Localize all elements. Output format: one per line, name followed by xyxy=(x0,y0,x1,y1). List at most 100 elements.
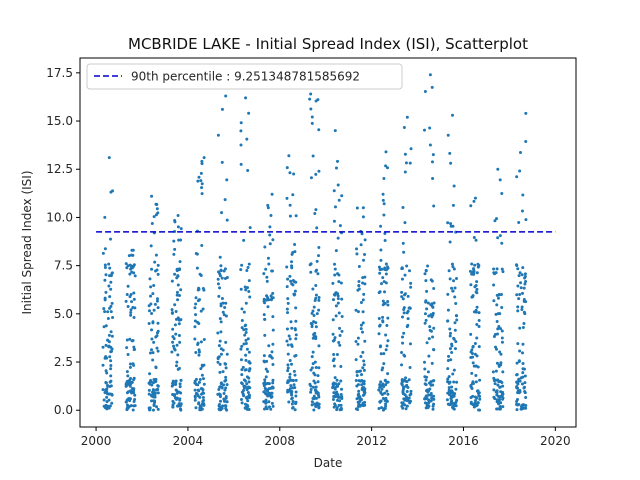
data-point xyxy=(172,337,176,341)
data-point xyxy=(125,403,129,407)
data-point xyxy=(247,369,251,373)
data-point xyxy=(451,265,455,269)
data-point xyxy=(270,391,274,395)
data-point xyxy=(294,280,298,284)
data-point xyxy=(498,312,502,316)
data-point xyxy=(172,239,176,243)
data-point xyxy=(384,348,388,352)
data-point xyxy=(128,378,132,382)
data-point xyxy=(516,267,520,271)
data-point xyxy=(379,384,383,388)
data-point xyxy=(404,376,408,380)
data-point xyxy=(518,271,522,275)
data-point xyxy=(381,319,385,323)
data-point xyxy=(265,275,269,279)
data-point xyxy=(495,361,499,365)
data-point xyxy=(340,297,344,301)
data-point xyxy=(267,262,271,266)
data-point xyxy=(357,389,361,393)
data-point xyxy=(454,302,458,306)
data-point xyxy=(106,384,110,388)
data-point xyxy=(239,121,243,125)
data-point xyxy=(379,391,383,395)
data-point xyxy=(359,323,363,327)
data-point xyxy=(524,218,528,222)
data-point xyxy=(177,238,181,242)
data-point xyxy=(156,321,160,325)
data-point xyxy=(470,262,474,266)
data-point xyxy=(286,369,290,373)
data-point xyxy=(315,226,319,230)
data-point xyxy=(427,401,431,405)
data-point xyxy=(469,204,473,208)
data-point xyxy=(150,348,154,352)
data-point xyxy=(242,342,246,346)
data-point xyxy=(218,272,222,276)
data-point xyxy=(424,299,428,303)
data-point xyxy=(179,318,183,322)
data-point xyxy=(173,303,177,307)
data-point xyxy=(423,367,427,371)
data-point xyxy=(264,382,268,386)
data-point xyxy=(332,219,336,223)
data-point xyxy=(472,364,476,368)
data-point xyxy=(178,385,182,389)
data-point xyxy=(520,291,524,295)
data-point xyxy=(452,267,456,271)
data-point xyxy=(239,358,243,362)
data-point xyxy=(355,370,359,374)
data-point xyxy=(310,322,314,326)
data-point xyxy=(473,263,477,267)
data-point xyxy=(384,396,388,400)
data-point xyxy=(223,388,227,392)
data-point xyxy=(515,293,519,297)
data-point xyxy=(294,333,298,337)
data-point xyxy=(515,380,519,384)
data-point xyxy=(519,281,523,285)
data-point xyxy=(291,193,295,197)
data-point xyxy=(499,292,503,296)
data-point xyxy=(201,287,205,291)
data-point xyxy=(317,169,321,173)
data-point xyxy=(288,389,292,393)
data-point xyxy=(193,325,197,329)
data-point xyxy=(246,391,250,395)
data-point xyxy=(170,308,174,312)
data-point xyxy=(270,269,274,273)
data-point xyxy=(248,367,252,371)
data-point xyxy=(110,349,113,353)
data-point xyxy=(401,241,405,245)
data-point xyxy=(313,373,317,377)
data-point xyxy=(498,405,502,409)
data-point xyxy=(475,323,479,327)
data-point xyxy=(331,398,335,402)
data-point xyxy=(314,337,318,341)
data-point xyxy=(200,159,204,163)
data-point xyxy=(473,352,477,356)
data-point xyxy=(104,388,108,392)
data-point xyxy=(430,396,434,400)
data-point xyxy=(197,350,201,354)
data-point xyxy=(150,194,154,198)
data-point xyxy=(290,264,294,268)
data-point xyxy=(175,276,179,280)
data-point xyxy=(446,377,450,381)
data-point xyxy=(156,388,160,392)
data-point xyxy=(193,381,197,385)
data-point xyxy=(154,253,158,257)
data-point xyxy=(240,373,244,377)
data-point xyxy=(471,380,475,384)
data-point xyxy=(494,312,498,316)
data-point xyxy=(101,251,105,255)
data-point xyxy=(219,352,223,356)
data-point xyxy=(194,313,198,317)
y-tick-label: 15.0 xyxy=(46,114,73,128)
data-point xyxy=(334,166,338,170)
data-point xyxy=(314,172,318,176)
data-point xyxy=(155,299,159,303)
data-point xyxy=(216,392,220,396)
data-point xyxy=(515,398,519,402)
data-point xyxy=(201,391,205,395)
data-point xyxy=(476,401,480,405)
data-point xyxy=(428,73,432,77)
